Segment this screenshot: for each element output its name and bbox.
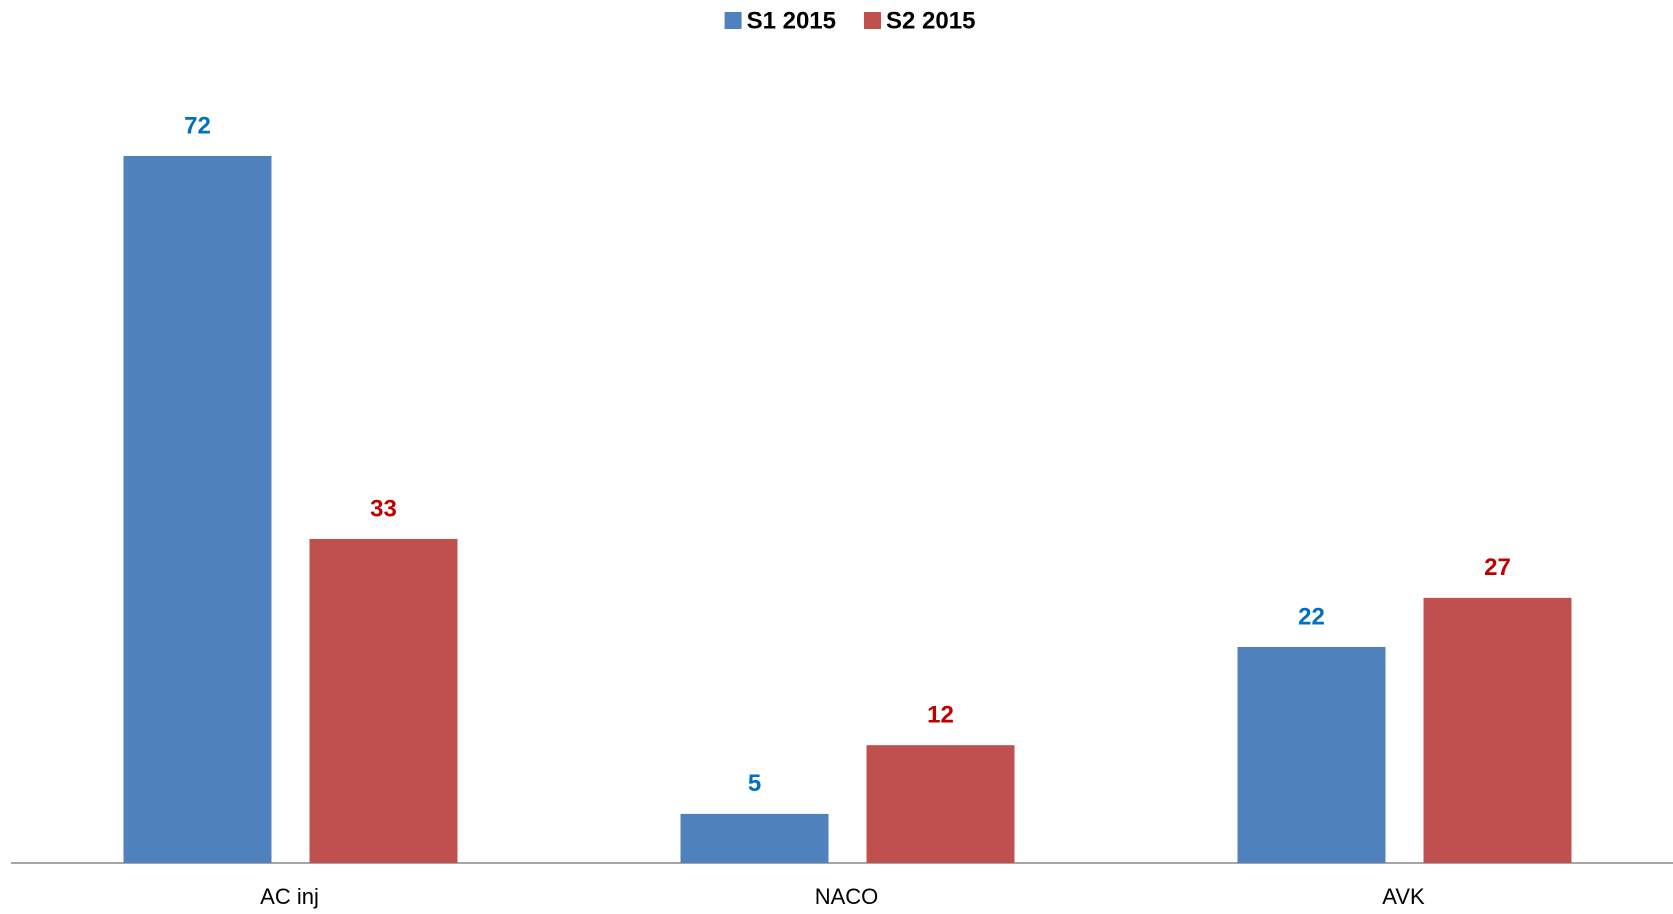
data-label: 27 — [1484, 554, 1511, 581]
bar — [123, 155, 272, 863]
x-tick-label: NACO — [815, 884, 879, 909]
data-label: 72 — [184, 112, 211, 139]
bar — [1237, 646, 1386, 863]
data-label: 5 — [748, 770, 761, 797]
legend-label: S1 2015 — [747, 7, 836, 34]
bar — [309, 538, 458, 863]
x-tick-label: AVK — [1382, 884, 1425, 909]
bar — [680, 813, 829, 863]
data-label: 33 — [370, 495, 397, 522]
legend-swatch — [724, 12, 742, 29]
bar — [1423, 597, 1572, 863]
data-label: 22 — [1298, 603, 1325, 630]
x-tick-label: AC inj — [260, 884, 319, 909]
legend: S1 2015 S2 2015 — [724, 7, 975, 34]
data-label: 12 — [927, 702, 954, 729]
bar — [866, 745, 1015, 863]
legend-swatch — [864, 12, 881, 29]
legend-label: S2 2015 — [886, 7, 975, 34]
